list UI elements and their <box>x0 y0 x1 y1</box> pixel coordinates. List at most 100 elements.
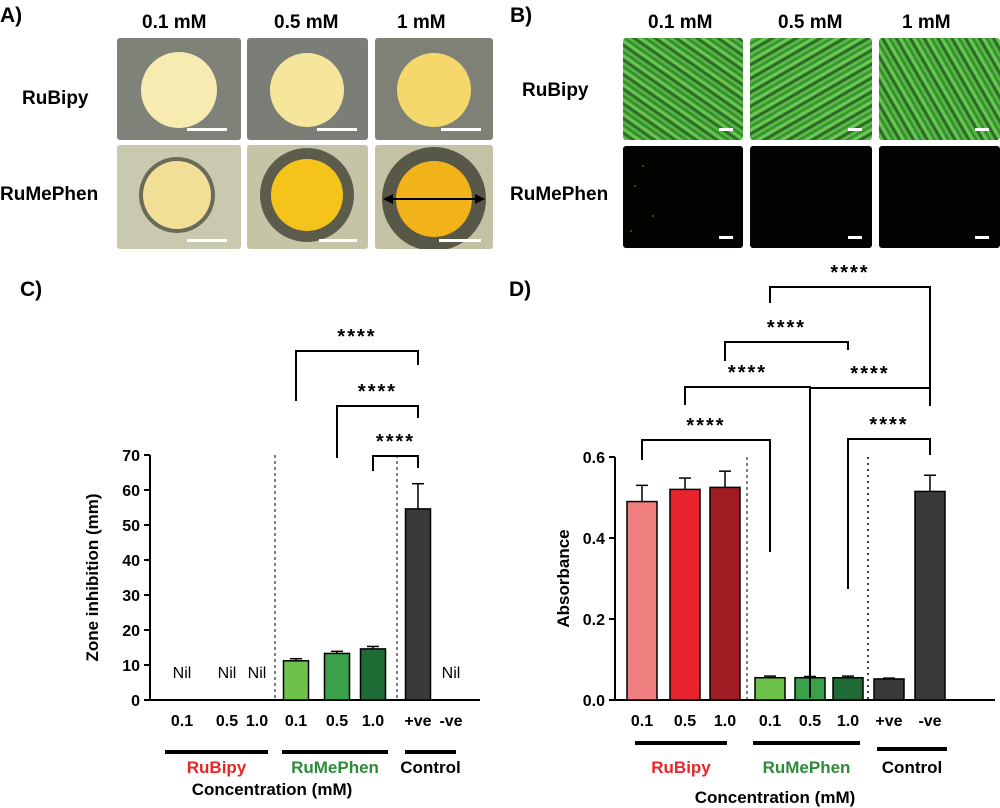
significance-label: **** <box>376 431 415 453</box>
panel-b-col-label: 0.1 mM <box>648 12 713 33</box>
y-tick-label: 0 <box>131 693 140 710</box>
y-tick-label: 0.6 <box>583 450 605 467</box>
bar <box>709 486 741 701</box>
y-tick-label: 40 <box>122 553 140 570</box>
bar <box>282 660 310 701</box>
bar <box>669 488 701 701</box>
chart-c: C) 0 10 20 30 40 50 60 70 Zone inhibition (mm) 0.1… <box>20 278 480 799</box>
nil-label: Nil <box>173 665 192 682</box>
panel-a-col-label: 0.1 mM <box>142 12 207 33</box>
y-axis-label: Absorbance <box>554 529 573 627</box>
group-label: Control <box>400 758 460 777</box>
biofilm-image <box>879 146 1000 248</box>
disc-image <box>247 38 368 140</box>
x-tick-label: 1.0 <box>714 713 736 730</box>
x-tick-label: +ve <box>404 713 431 730</box>
disc-image <box>117 38 241 140</box>
significance-label: **** <box>869 414 908 436</box>
significance-bracket <box>372 455 419 471</box>
significance-bracket <box>769 286 931 403</box>
biofilm-image <box>750 38 872 140</box>
significance-label: **** <box>850 363 889 385</box>
significance-bracket <box>641 439 771 552</box>
x-tick-label: 1.0 <box>837 713 859 730</box>
y-tick-label: 50 <box>122 518 140 535</box>
significance-bracket <box>336 405 419 458</box>
group-label: RuMePhen <box>763 758 851 777</box>
panel-a-row-label: RuMePhen <box>0 184 99 205</box>
biofilm-image-graphic <box>848 128 862 131</box>
x-tick-label: +ve <box>875 713 902 730</box>
y-tick-label: 0.4 <box>583 531 605 548</box>
nil-label: Nil <box>442 665 461 682</box>
panel-b-col-label: 1 mM <box>902 12 951 33</box>
group-label: RuBipy <box>651 758 711 777</box>
panel-a-col-label: 1 mM <box>397 12 446 33</box>
panel-letter: D) <box>509 278 531 301</box>
group-label: RuMePhen <box>291 758 379 777</box>
biofilm-image <box>623 146 743 248</box>
panel-letter: C) <box>20 278 42 301</box>
significance-bracket <box>295 350 419 401</box>
disc-image-graphic <box>260 148 357 242</box>
x-tick-label: 0.1 <box>171 713 193 730</box>
y-tick-label: 0.0 <box>583 693 605 710</box>
x-tick-label: 0.5 <box>326 713 348 730</box>
y-tick-label: 20 <box>122 623 140 640</box>
x-tick-label: 0.1 <box>759 713 781 730</box>
bar <box>754 676 786 701</box>
disc-image-graphic <box>141 52 227 131</box>
group-label: RuBipy <box>187 758 247 777</box>
panel-b-col-label: 0.5 mM <box>778 12 843 33</box>
y-axis-label: Zone inhibition (mm) <box>83 493 102 661</box>
x-tick-label: -ve <box>439 713 462 730</box>
x-tick-label: 1.0 <box>362 713 384 730</box>
x-tick-label: -ve <box>918 713 941 730</box>
bar <box>873 678 905 701</box>
significance-bracket <box>809 387 931 698</box>
y-tick-label: 60 <box>122 483 140 500</box>
y-tick-label: 70 <box>122 448 140 465</box>
y-tick-label: 10 <box>122 658 140 675</box>
biofilm-image <box>623 38 743 140</box>
bar <box>323 652 351 701</box>
bar <box>359 648 387 701</box>
disc-image-graphic <box>139 157 227 242</box>
significance-label: **** <box>358 381 397 403</box>
x-axis-label: Concentration (mM) <box>192 780 353 799</box>
biofilm-image <box>750 146 872 248</box>
significance-label: **** <box>767 317 806 339</box>
x-tick-label: 0.5 <box>674 713 696 730</box>
x-tick-label: 0.1 <box>631 713 653 730</box>
group-label: Control <box>882 758 942 777</box>
disc-image <box>117 145 241 249</box>
significance-bracket <box>847 438 931 589</box>
panel-a-letter: A) <box>0 4 23 27</box>
significance-label: **** <box>728 362 767 384</box>
disc-image-graphic <box>397 53 481 131</box>
x-tick-label: 1.0 <box>246 713 268 730</box>
x-tick-label: 0.5 <box>799 713 821 730</box>
significance-label: **** <box>337 326 376 348</box>
x-tick-label: 0.1 <box>285 713 307 730</box>
biofilm-image-graphic <box>975 236 989 239</box>
x-axis-label: Concentration (mM) <box>695 788 856 807</box>
bar <box>832 676 864 701</box>
panel-b-letter: B) <box>510 4 533 27</box>
disc-image <box>375 38 493 140</box>
nil-label: Nil <box>218 665 237 682</box>
disc-image <box>375 145 493 249</box>
biofilm-image-graphic <box>848 236 862 239</box>
bar <box>626 500 658 701</box>
disc-image-graphic <box>270 53 357 131</box>
panel-a-col-label: 0.5 mM <box>274 12 339 33</box>
panel-b-row-label: RuBipy <box>522 80 589 101</box>
biofilm-image <box>879 38 1000 140</box>
y-tick-label: 0.2 <box>583 612 605 629</box>
disc-image <box>247 145 368 249</box>
bar <box>404 508 432 701</box>
disc-image-graphic <box>382 147 486 249</box>
y-tick-label: 30 <box>122 588 140 605</box>
panel-a-row-label: RuBipy <box>22 88 89 109</box>
x-tick-label: 0.5 <box>216 713 238 730</box>
